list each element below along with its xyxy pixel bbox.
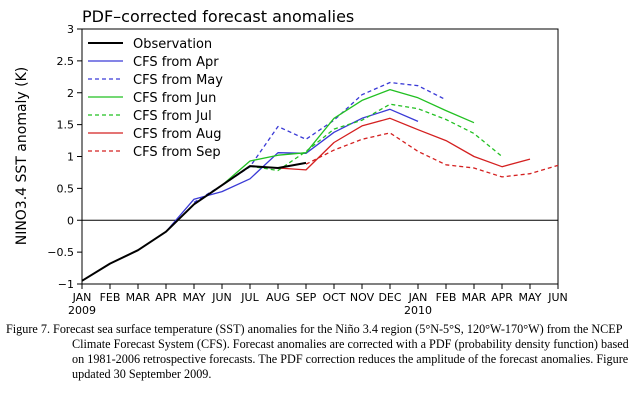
x-tick-label: APR [155,291,177,304]
x-tick-label: MAY [183,291,206,304]
series-line-cfs-from-aug [277,117,531,171]
y-tick-label: 0 [67,214,74,227]
x-tick-label: JUL [240,291,259,304]
x-tick-label: JAN [72,291,92,304]
x-tick-label: FEB [100,291,121,304]
x-year-label: 2009 [68,304,96,317]
x-year-label: 2010 [404,304,432,317]
y-tick-label: 0.5 [57,182,75,195]
legend-label: CFS from Jul [133,109,212,124]
x-tick-label: MAR [126,291,151,304]
legend-label: Observation [133,37,212,52]
x-tick-label: JUN [211,291,232,304]
series-line-observation [81,161,307,282]
x-tick-label: JAN [408,291,428,304]
series-line-cfs-from-sep [305,132,559,178]
x-tick-label: NOV [350,291,375,304]
forecast-anomaly-chart: PDF–corrected forecast anomalies NINO3.4… [14,7,568,317]
y-axis-label: NINO3.4 SST anomaly (K) [14,67,30,246]
y-tick-label: 2 [67,87,74,100]
x-tick-label: OCT [322,291,345,304]
x-tick-label: JUN [547,291,568,304]
x-tick-label: MAR [462,291,487,304]
y-tick-label: −1 [58,278,74,291]
series-line-cfs-from-jun [221,88,475,186]
x-tick-label: SEP [296,291,317,304]
legend-label: CFS from Apr [133,55,219,70]
series-line-cfs-from-jul [249,103,503,172]
x-tick-label: AUG [266,291,290,304]
x-tick-label: APR [491,291,513,304]
legend-label: CFS from Aug [133,127,221,142]
y-tick-label: 2.5 [57,55,75,68]
y-tick-label: 1 [67,151,74,164]
x-tick-label: DEC [378,291,401,304]
legend-label: CFS from Sep [133,145,221,160]
chart-title: PDF–corrected forecast anomalies [82,7,354,26]
legend-label: CFS from Jun [133,91,216,106]
x-tick-label: MAY [519,291,542,304]
x-tick-label: FEB [436,291,457,304]
y-tick-label: −0.5 [47,246,74,259]
figure-caption: Figure 7. Forecast sea surface temperatu… [6,322,629,381]
y-tick-label: 3 [67,23,74,36]
y-tick-label: 1.5 [57,119,75,132]
legend-label: CFS from May [133,73,223,88]
